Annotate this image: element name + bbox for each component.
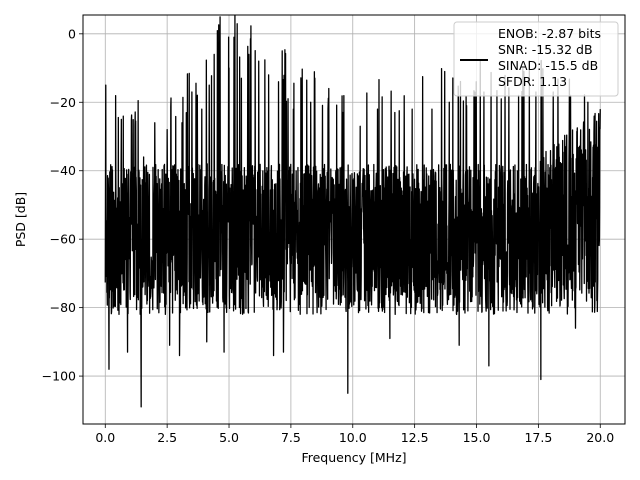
x-tick-label: 12.5 — [401, 430, 429, 445]
x-tick-label: 2.5 — [157, 430, 177, 445]
legend-sinad: SINAD: -15.5 dB — [498, 58, 598, 73]
psd-series-line — [104, 15, 601, 408]
legend-enob: ENOB: -2.87 bits — [498, 26, 601, 41]
axes-frame — [82, 14, 626, 425]
x-axis-ticks: 0.0 2.5 5.0 7.5 10.0 12.5 15.0 17.5 20.0 — [95, 424, 614, 445]
y-tick-label: −100 — [42, 369, 76, 384]
legend-box — [453, 21, 619, 97]
legend: ENOB: -2.87 bits SNR: -15.32 dB SINAD: -… — [453, 21, 619, 97]
legend-sfdr: SFDR: 1.13 — [498, 74, 567, 89]
plot-area — [104, 15, 601, 408]
y-tick-label: 0 — [68, 26, 76, 41]
x-tick-label: 10.0 — [339, 430, 367, 445]
y-axis-label: PSD [dB] — [13, 192, 28, 247]
x-tick-label: 7.5 — [281, 430, 301, 445]
legend-snr: SNR: -15.32 dB — [498, 42, 593, 57]
y-tick-label: −60 — [50, 232, 76, 247]
y-tick-label: −40 — [50, 163, 76, 178]
x-tick-label: 5.0 — [219, 430, 239, 445]
x-axis-label: Frequency [MHz] — [301, 450, 406, 465]
y-tick-label: −20 — [50, 95, 76, 110]
y-tick-label: −80 — [50, 300, 76, 315]
y-axis-ticks: 0 −20 −40 −60 −80 −100 — [42, 26, 83, 384]
x-tick-label: 15.0 — [463, 430, 491, 445]
x-tick-label: 20.0 — [586, 430, 614, 445]
x-tick-label: 17.5 — [524, 430, 552, 445]
x-tick-label: 0.0 — [95, 430, 115, 445]
